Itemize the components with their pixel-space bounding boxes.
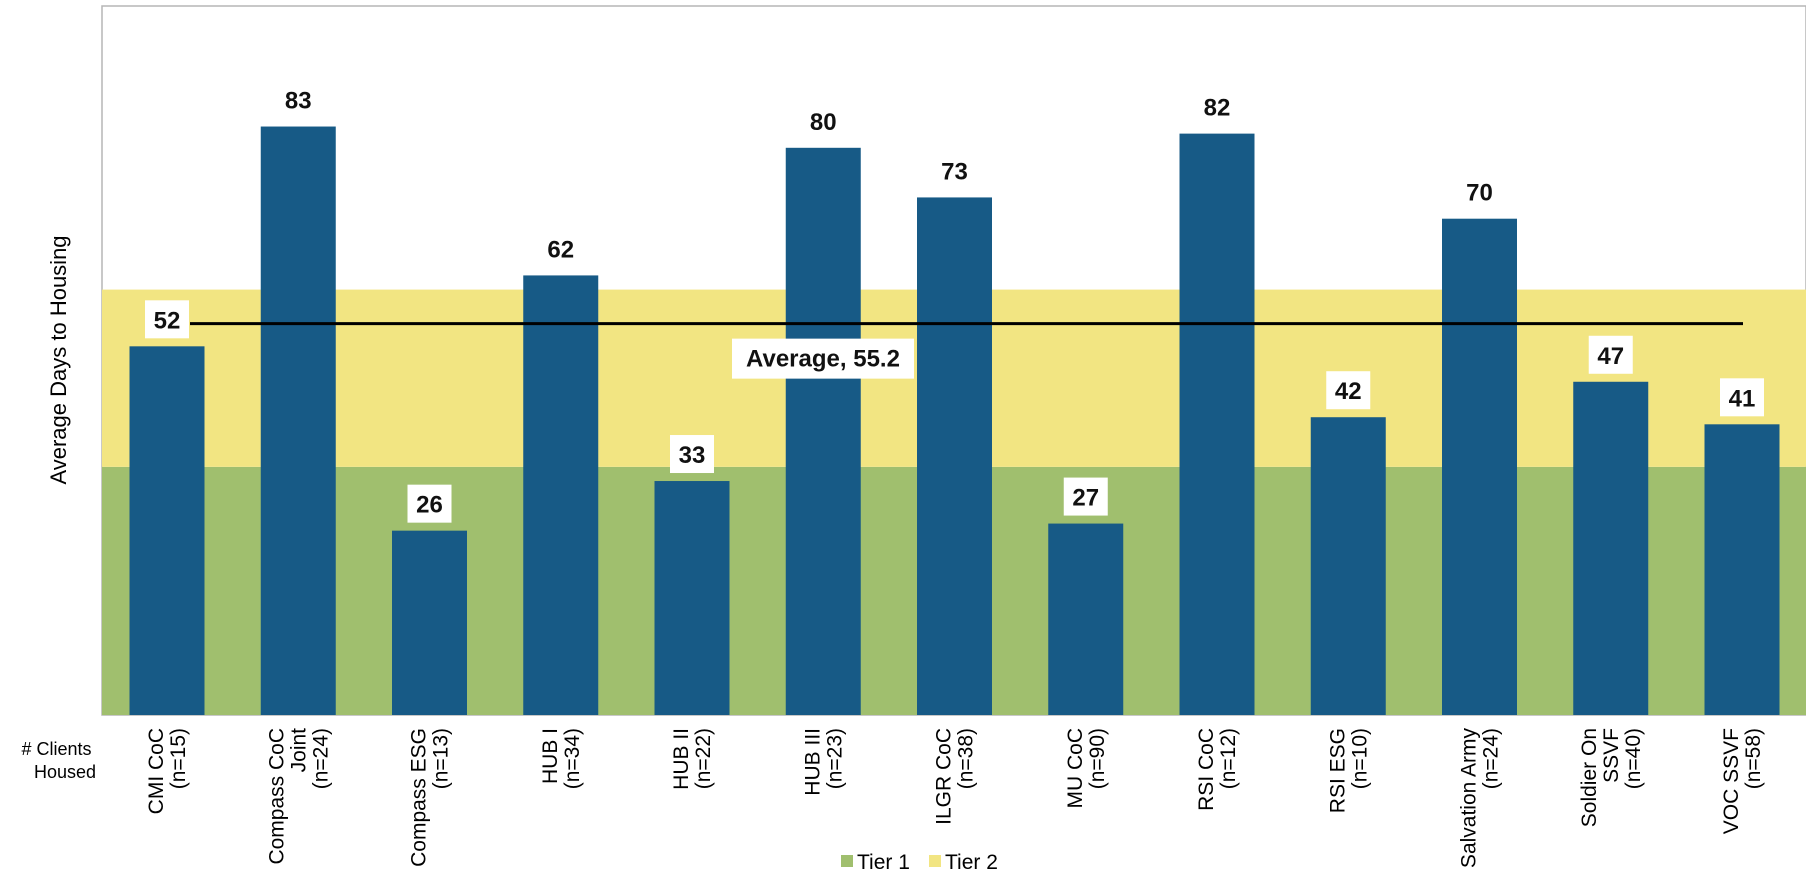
category-label-line: RSI CoC <box>1195 728 1218 811</box>
value-label-box-8 <box>1063 477 1108 516</box>
average-label-group: Average, 55.2 <box>732 338 914 379</box>
category-labels-group: CMI CoC (n=15) Compass CoC Joint (n=24) Compa… <box>145 728 1765 869</box>
value-label-box-12 <box>1588 335 1633 374</box>
bar-11 <box>1442 218 1517 715</box>
average-label: Average, 55.2 <box>746 346 900 373</box>
average-label-box <box>732 338 914 379</box>
category-label-line: (n=13) <box>430 728 453 789</box>
bar-2 <box>260 126 336 715</box>
value-label-3: 26 <box>416 492 443 519</box>
bar-1 <box>129 346 205 715</box>
value-label-box-5 <box>670 435 714 474</box>
category-label-12: Soldier On SSVF (n=40) <box>1578 728 1645 827</box>
category-label-line: Compass ESG <box>408 728 431 867</box>
bar-13 <box>1704 424 1780 715</box>
category-label-line: CMI CoC <box>145 728 168 814</box>
clients-housed-label: # Clients Housed <box>22 739 96 782</box>
category-label-2: Compass CoC Joint (n=24) <box>265 728 332 865</box>
value-label-6: 80 <box>810 109 837 136</box>
y-axis-label: Average Days to Housing <box>46 235 71 484</box>
bar-9 <box>1179 133 1255 715</box>
category-label-line: HUB III <box>801 728 824 796</box>
category-label-line: (n=23) <box>823 728 846 789</box>
value-label-10: 42 <box>1335 378 1362 405</box>
legend: Tier 1 Tier 2 <box>841 851 998 874</box>
category-label-line: HUB I <box>539 728 562 784</box>
category-label-4: HUB I (n=34) <box>539 728 584 789</box>
bar-3 <box>392 530 467 715</box>
legend-swatch-1 <box>841 855 853 867</box>
clients-housed-line-1: # Clients <box>22 739 92 759</box>
category-label-line: HUB II <box>670 728 693 790</box>
bar-12 <box>1573 381 1649 715</box>
category-label-line: (n=10) <box>1348 728 1371 789</box>
category-label-13: VOC SSVF (n=58) <box>1720 728 1765 834</box>
value-label-box-13 <box>1720 378 1764 417</box>
bar-6 <box>785 147 861 716</box>
category-label-line: VOC SSVF <box>1720 728 1743 834</box>
category-label-line: (n=38) <box>955 728 978 789</box>
category-label-line: Joint <box>287 728 310 773</box>
value-label-4: 62 <box>547 236 574 263</box>
category-label-6: HUB III (n=23) <box>801 728 846 796</box>
bar-10 <box>1310 417 1386 715</box>
bar-8 <box>1048 523 1124 715</box>
value-label-13: 41 <box>1729 385 1756 412</box>
category-label-line: (n=24) <box>309 728 332 789</box>
category-label-line: Soldier On <box>1578 728 1601 827</box>
legend-label-2: Tier 2 <box>945 851 998 874</box>
bars-group <box>129 126 1780 716</box>
category-label-5: HUB II (n=22) <box>670 728 715 790</box>
value-label-12: 47 <box>1597 343 1624 370</box>
value-label-1: 52 <box>154 307 181 334</box>
value-label-11: 70 <box>1466 180 1493 207</box>
category-label-9: RSI CoC (n=12) <box>1195 728 1240 811</box>
value-labels-group: 52 83 26 62 33 80 73 27 82 42 70 47 41 <box>145 88 1764 523</box>
category-label-line: (n=12) <box>1217 728 1240 789</box>
category-label-line: (n=58) <box>1742 728 1765 789</box>
clients-housed-line-2: Housed <box>34 762 96 782</box>
category-label-10: RSI ESG (n=10) <box>1326 728 1371 813</box>
category-label-line: SSVF <box>1600 728 1623 783</box>
category-label-line: (n=24) <box>1480 728 1503 789</box>
category-label-line: (n=40) <box>1622 728 1645 789</box>
category-label-8: MU CoC (n=90) <box>1064 728 1109 809</box>
category-label-1: CMI CoC (n=15) <box>145 728 190 814</box>
value-label-5: 33 <box>679 442 706 469</box>
bar-7 <box>917 197 992 715</box>
legend-swatch-2 <box>929 855 941 867</box>
category-label-3: Compass ESG (n=13) <box>408 728 453 867</box>
legend-label-1: Tier 1 <box>857 851 910 874</box>
category-label-line: Salvation Army <box>1458 728 1481 869</box>
value-label-9: 82 <box>1204 95 1231 122</box>
bar-5 <box>654 481 730 715</box>
category-label-line: (n=34) <box>561 728 584 789</box>
category-label-line: MU CoC <box>1064 728 1087 809</box>
value-label-8: 27 <box>1072 485 1099 512</box>
value-label-2: 83 <box>285 88 312 115</box>
category-label-11: Salvation Army (n=24) <box>1458 728 1503 869</box>
value-label-7: 73 <box>941 158 968 185</box>
category-label-7: ILGR CoC (n=38) <box>933 728 978 825</box>
category-label-line: Compass CoC <box>265 728 288 865</box>
value-label-box-3 <box>407 484 452 523</box>
category-label-line: (n=90) <box>1086 728 1109 789</box>
value-label-box-10 <box>1326 371 1371 410</box>
category-label-line: (n=15) <box>167 728 190 789</box>
category-label-line: ILGR CoC <box>933 728 956 825</box>
bar-4 <box>523 275 599 715</box>
category-label-line: RSI ESG <box>1326 728 1349 813</box>
category-label-line: (n=22) <box>692 728 715 789</box>
value-label-box-1 <box>145 300 189 339</box>
